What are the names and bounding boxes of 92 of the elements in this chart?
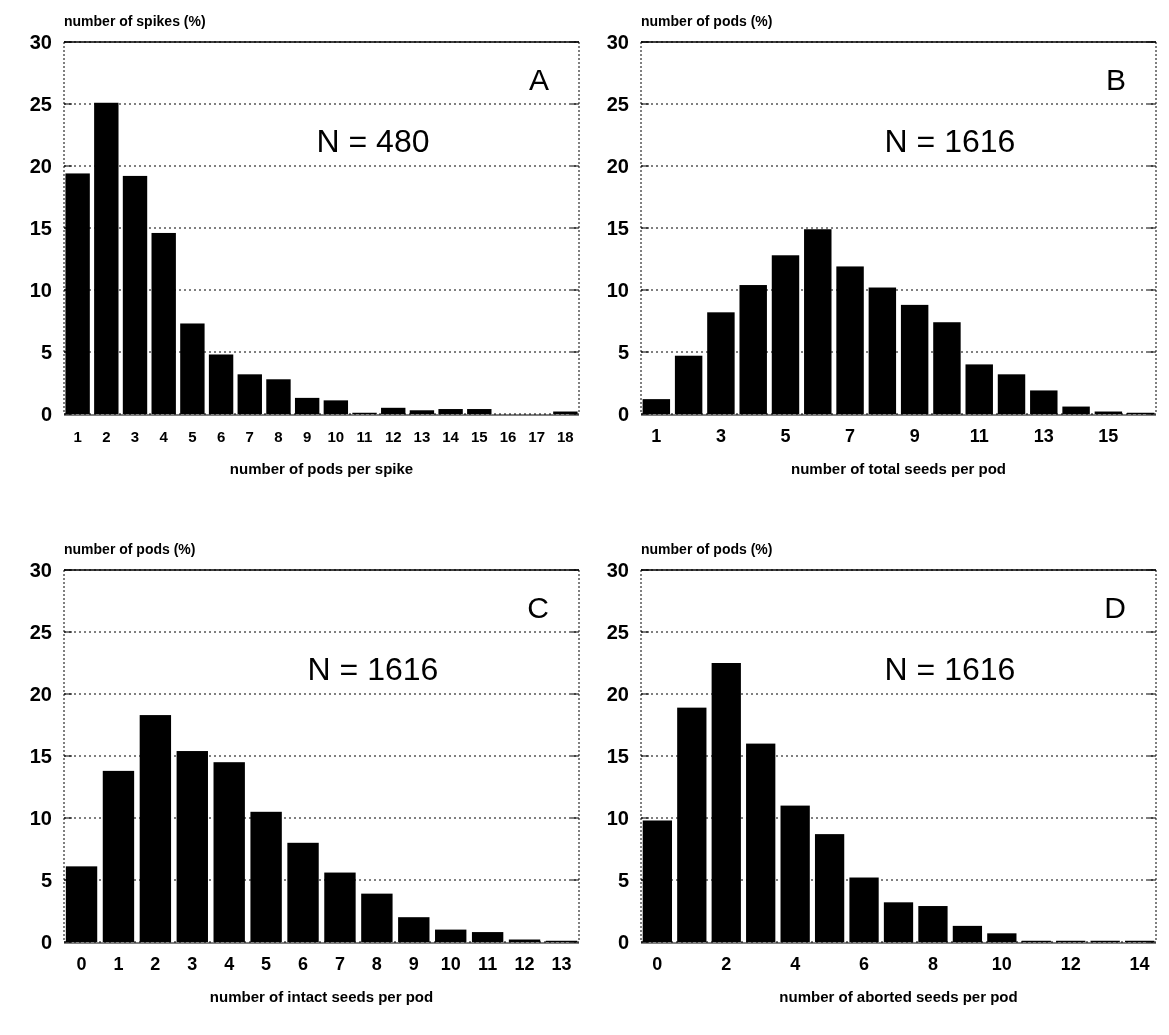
y-tick-label: 25 xyxy=(606,93,629,115)
x-tick-label: 1 xyxy=(651,426,662,446)
x-tick-label: 10 xyxy=(327,428,345,445)
x-tick-label: 3 xyxy=(715,426,726,446)
x-tick-label: 11 xyxy=(356,428,373,445)
y-tick-label: 0 xyxy=(40,931,52,953)
x-tick-label: 0 xyxy=(652,954,663,974)
y-tick-label: 25 xyxy=(29,93,52,115)
x-tick-label: 4 xyxy=(790,954,801,974)
y-tick-label: 20 xyxy=(606,155,629,177)
x-tick-label: 11 xyxy=(969,426,989,446)
y-tick-label: 10 xyxy=(606,279,629,301)
x-tick-label: 2 xyxy=(721,954,732,974)
annotation: N = 480 xyxy=(316,123,430,159)
annotation: C xyxy=(527,591,549,624)
x-tick-label: 14 xyxy=(1129,954,1150,974)
y-tick-label: 10 xyxy=(29,807,52,829)
y-tick-label: 0 xyxy=(617,931,629,953)
y-tick-label: 0 xyxy=(617,403,629,425)
y-tick-label: 20 xyxy=(606,683,629,705)
y-tick-label: 30 xyxy=(606,559,629,581)
y-tick-label: 5 xyxy=(40,341,52,363)
x-tick-label: 4 xyxy=(224,954,235,974)
x-tick-label: 7 xyxy=(245,428,254,445)
x-tick-label: 0 xyxy=(76,954,87,974)
x-tick-label: 4 xyxy=(159,428,169,445)
x-tick-label: 13 xyxy=(551,954,572,974)
y-tick-label: 30 xyxy=(606,31,629,53)
x-tick-label: 13 xyxy=(413,428,431,445)
x-tick-label: 1 xyxy=(113,954,124,974)
x-tick-label: 15 xyxy=(1098,426,1119,446)
x-tick-label: 8 xyxy=(274,428,283,445)
annotation: D xyxy=(1104,591,1126,624)
y-tick-label: 15 xyxy=(29,745,52,767)
x-tick-label: 8 xyxy=(927,954,938,974)
x-tick-label: 6 xyxy=(859,954,870,974)
x-tick-label: 17 xyxy=(528,428,546,445)
y-tick-label: 10 xyxy=(606,807,629,829)
x-tick-label: 8 xyxy=(371,954,382,974)
x-axis-title: number of total seeds per pod xyxy=(790,460,1007,477)
x-tick-label: 7 xyxy=(845,426,856,446)
y-tick-label: 0 xyxy=(40,403,52,425)
x-tick-label: 6 xyxy=(298,954,309,974)
x-tick-label: 3 xyxy=(130,428,140,445)
x-tick-label: 10 xyxy=(991,954,1012,974)
y-axis-title: number of pods (%) xyxy=(64,541,196,557)
annotation: A xyxy=(528,63,549,96)
y-tick-label: 5 xyxy=(40,869,52,891)
x-tick-label: 13 xyxy=(1033,426,1054,446)
y-tick-label: 25 xyxy=(606,621,629,643)
x-tick-label: 3 xyxy=(187,954,198,974)
x-tick-label: 9 xyxy=(302,428,312,445)
x-tick-label: 2 xyxy=(102,428,111,445)
x-tick-label: 10 xyxy=(440,954,461,974)
x-tick-label: 12 xyxy=(514,954,535,974)
x-tick-label: 9 xyxy=(408,954,419,974)
x-tick-label: 15 xyxy=(470,428,488,445)
y-axis-title: number of pods (%) xyxy=(641,541,773,557)
y-tick-label: 30 xyxy=(29,559,52,581)
x-tick-label: 5 xyxy=(261,954,272,974)
y-tick-label: 25 xyxy=(29,621,52,643)
y-tick-label: 5 xyxy=(617,341,629,363)
x-tick-label: 11 xyxy=(478,954,498,974)
x-tick-label: 1 xyxy=(73,428,82,445)
x-tick-label: 5 xyxy=(780,426,791,446)
x-tick-label: 7 xyxy=(334,954,345,974)
x-axis-title: number of intact seeds per pod xyxy=(209,988,434,1005)
annotation: B xyxy=(1105,63,1126,96)
x-tick-label: 12 xyxy=(1060,954,1081,974)
x-tick-label: 16 xyxy=(499,428,517,445)
y-tick-label: 15 xyxy=(606,217,629,239)
x-tick-label: 14 xyxy=(442,428,460,445)
x-tick-label: 18 xyxy=(557,428,574,445)
annotation: N = 1616 xyxy=(884,651,1016,687)
y-tick-label: 10 xyxy=(29,279,52,301)
y-tick-label: 15 xyxy=(29,217,52,239)
x-tick-label: 12 xyxy=(384,428,402,445)
y-tick-label: 20 xyxy=(29,155,52,177)
y-tick-label: 5 xyxy=(617,869,629,891)
x-axis-title: number of aborted seeds per pod xyxy=(779,988,1018,1005)
y-axis-title: number of pods (%) xyxy=(641,13,773,29)
y-tick-label: 20 xyxy=(29,683,52,705)
y-tick-label: 30 xyxy=(29,31,52,53)
x-tick-label: 9 xyxy=(909,426,920,446)
x-axis-title: number of pods per spike xyxy=(229,460,414,477)
annotation: N = 1616 xyxy=(884,123,1016,159)
x-tick-label: 2 xyxy=(150,954,161,974)
x-tick-label: 5 xyxy=(188,428,197,445)
y-axis-title: number of spikes (%) xyxy=(64,13,206,29)
annotation: N = 1616 xyxy=(307,651,439,687)
y-tick-label: 15 xyxy=(606,745,629,767)
x-tick-label: 6 xyxy=(216,428,226,445)
